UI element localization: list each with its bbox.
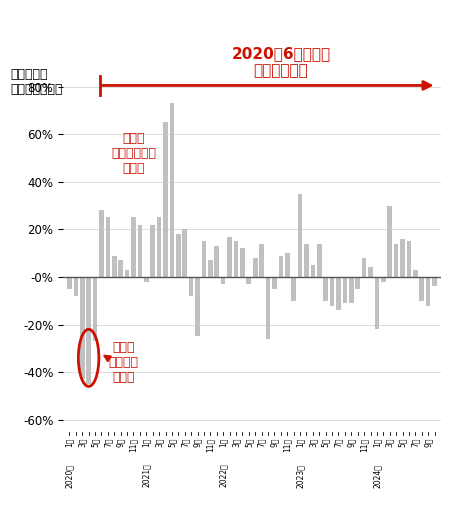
Bar <box>279 255 283 277</box>
Text: 11月: 11月 <box>206 437 215 452</box>
Bar <box>182 229 187 277</box>
Bar <box>285 253 289 277</box>
Bar <box>195 277 200 336</box>
Bar <box>170 103 174 277</box>
Text: 1月: 1月 <box>142 437 151 447</box>
Bar <box>272 277 277 289</box>
Text: 5月: 5月 <box>244 437 253 447</box>
Text: 3月: 3月 <box>78 437 87 447</box>
Text: 9月: 9月 <box>193 437 202 447</box>
Bar <box>407 241 411 277</box>
Bar <box>80 277 85 379</box>
Text: 5月: 5月 <box>167 437 176 447</box>
Bar <box>138 225 142 277</box>
Bar <box>118 261 123 277</box>
Text: 3月: 3月 <box>308 437 317 447</box>
Bar <box>381 277 386 282</box>
Bar <box>227 237 232 277</box>
Bar <box>131 217 136 277</box>
Bar <box>215 246 219 277</box>
Text: 1月: 1月 <box>65 437 74 447</box>
Text: 第一波
（前年同月）
の反動: 第一波 （前年同月） の反動 <box>111 132 156 175</box>
Bar <box>253 258 257 277</box>
Text: 2020年: 2020年 <box>65 464 74 488</box>
Text: 7月: 7月 <box>104 437 112 447</box>
Text: 2020年6月以降は
回復している: 2020年6月以降は 回復している <box>231 46 330 79</box>
Bar <box>336 277 341 310</box>
Text: 2024年: 2024年 <box>373 464 382 488</box>
Bar <box>304 244 309 277</box>
Bar <box>202 241 206 277</box>
Text: 3月: 3月 <box>231 437 240 447</box>
Text: 7月: 7月 <box>411 437 420 447</box>
Bar <box>413 270 418 277</box>
Bar <box>400 239 405 277</box>
Bar <box>298 193 302 277</box>
Bar <box>419 277 424 301</box>
Text: コロナ
第一波は
大幅減: コロナ 第一波は 大幅減 <box>109 341 139 384</box>
Bar <box>317 244 322 277</box>
Text: 5月: 5月 <box>321 437 330 447</box>
Bar <box>266 277 270 339</box>
Bar <box>157 217 162 277</box>
Bar <box>73 277 78 296</box>
Bar <box>394 244 398 277</box>
Text: 1月: 1月 <box>373 437 382 447</box>
Text: 2023年: 2023年 <box>296 464 305 488</box>
Bar <box>86 277 91 384</box>
Text: 3月: 3月 <box>385 437 394 447</box>
Bar <box>375 277 379 329</box>
Text: 5月: 5月 <box>398 437 407 447</box>
Bar <box>349 277 354 303</box>
Bar <box>368 267 373 277</box>
Bar <box>93 277 97 341</box>
Bar <box>150 225 155 277</box>
Text: 成約戸数の
前年同月比増減: 成約戸数の 前年同月比増減 <box>10 68 63 96</box>
Bar <box>189 277 194 296</box>
Text: 9月: 9月 <box>347 437 356 447</box>
Text: 2022年: 2022年 <box>219 464 228 487</box>
Bar <box>342 277 347 303</box>
Bar <box>330 277 334 306</box>
Bar <box>324 277 328 301</box>
Text: 11月: 11月 <box>283 437 292 452</box>
Text: 7月: 7月 <box>180 437 189 447</box>
Bar <box>106 217 110 277</box>
Bar <box>259 244 264 277</box>
Bar <box>144 277 148 282</box>
Bar <box>387 205 392 277</box>
Text: 11月: 11月 <box>129 437 138 452</box>
Text: 1月: 1月 <box>219 437 228 447</box>
Bar <box>125 270 129 277</box>
Bar <box>310 265 315 277</box>
Bar <box>67 277 72 289</box>
Text: 9月: 9月 <box>270 437 279 447</box>
Text: 5月: 5月 <box>90 437 99 447</box>
Text: 1月: 1月 <box>296 437 305 447</box>
Bar <box>163 122 168 277</box>
Text: 11月: 11月 <box>360 437 369 452</box>
Bar <box>208 261 213 277</box>
Text: 9月: 9月 <box>424 437 433 447</box>
Text: 9月: 9月 <box>116 437 125 447</box>
Text: 7月: 7月 <box>334 437 343 447</box>
Bar <box>247 277 251 284</box>
Bar <box>356 277 360 289</box>
Text: 3月: 3月 <box>155 437 164 447</box>
Text: 7月: 7月 <box>257 437 266 447</box>
Bar <box>426 277 431 306</box>
Bar <box>112 255 117 277</box>
Bar <box>240 249 245 277</box>
Bar <box>176 234 180 277</box>
Bar <box>221 277 225 284</box>
Bar <box>362 258 366 277</box>
Text: 2021年: 2021年 <box>142 464 151 487</box>
Bar <box>99 211 104 277</box>
Bar <box>234 241 239 277</box>
Bar <box>432 277 437 287</box>
Bar <box>291 277 296 301</box>
